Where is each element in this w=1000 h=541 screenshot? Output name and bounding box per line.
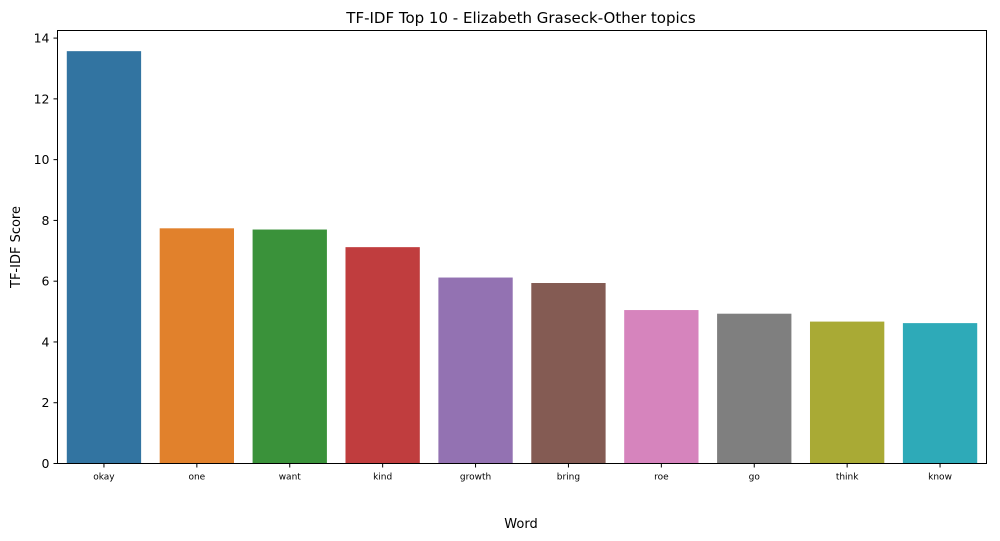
x-tick-label-kind: kind xyxy=(373,473,392,483)
chart-title: TF-IDF Top 10 - Elizabeth Graseck-Other … xyxy=(345,9,696,27)
y-tick-label-4: 4 xyxy=(42,334,50,349)
y-tick-label-6: 6 xyxy=(42,274,50,289)
bar-think xyxy=(809,321,885,464)
x-tick-label-growth: growth xyxy=(460,473,491,483)
y-axis-label: TF-IDF Score xyxy=(9,206,24,289)
bar-okay xyxy=(66,51,142,464)
bar-go xyxy=(717,313,792,464)
bar-one xyxy=(159,228,235,464)
x-tick-label-okay: okay xyxy=(93,473,115,483)
y-tick-label-14: 14 xyxy=(34,31,50,46)
y-tick-label-0: 0 xyxy=(42,456,50,471)
x-tick-label-know: know xyxy=(928,473,952,483)
bar-know xyxy=(902,323,978,464)
y-axis-ticks: 0 2 4 6 8 10 12 14 xyxy=(34,31,58,471)
y-tick-label-12: 12 xyxy=(34,91,50,106)
y-tick-label-8: 8 xyxy=(42,213,50,228)
bar-growth xyxy=(438,277,513,464)
bar-want xyxy=(252,229,327,464)
y-tick-label-2: 2 xyxy=(42,395,50,410)
x-tick-label-roe: roe xyxy=(654,473,669,483)
x-axis-ticks: okay one want kind growth bring roe go think know xyxy=(93,463,952,483)
x-tick-label-bring: bring xyxy=(557,473,580,483)
x-tick-label-want: want xyxy=(279,473,302,483)
bar-bring xyxy=(531,283,606,464)
plot-frame xyxy=(57,30,987,464)
x-tick-label-go: go xyxy=(749,473,761,483)
x-tick-label-think: think xyxy=(836,473,859,483)
y-tick-label-10: 10 xyxy=(34,152,50,167)
x-axis-label: Word xyxy=(504,517,537,532)
bar-roe xyxy=(624,310,699,464)
bars-group xyxy=(66,51,978,464)
x-tick-label-one: one xyxy=(188,473,205,483)
bar-kind xyxy=(345,247,420,464)
